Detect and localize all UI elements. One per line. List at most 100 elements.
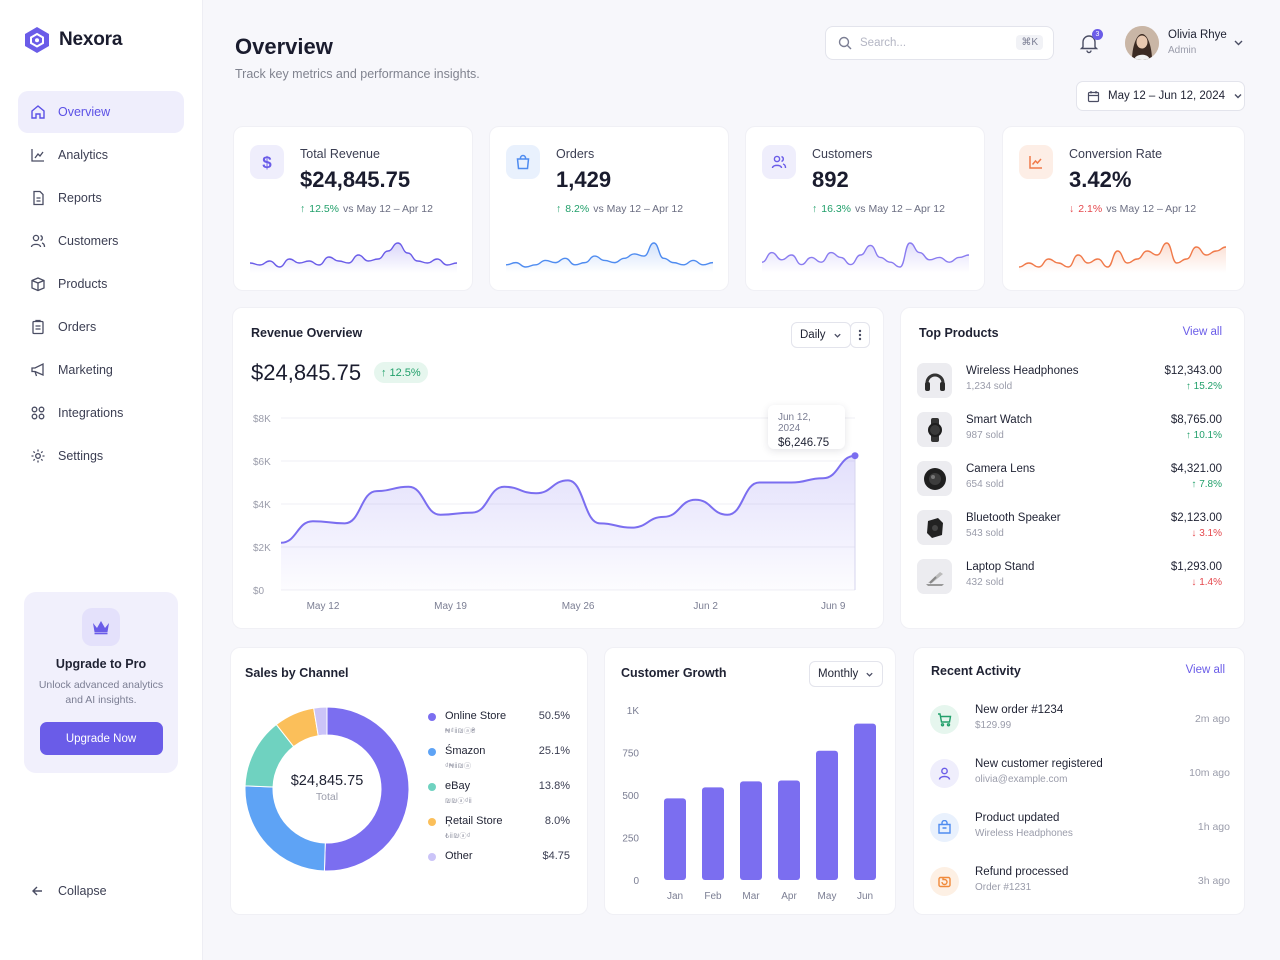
- collapse-sidebar-button[interactable]: Collapse: [30, 884, 107, 898]
- upgrade-now-button[interactable]: Upgrade Now: [39, 722, 163, 755]
- sidebar-item-integrations[interactable]: Integrations: [18, 392, 184, 434]
- y-tick-label: $2K: [253, 543, 271, 554]
- brand-logo[interactable]: Nexora: [24, 26, 122, 54]
- list-item[interactable]: Smart Watch 987 sold $8,765.00 ↑ 10.1%: [917, 410, 1231, 450]
- list-item[interactable]: New customer registered olivia@example.c…: [930, 755, 1230, 795]
- kpi-value: 892: [812, 167, 849, 192]
- crown-icon: [82, 608, 120, 646]
- kpi-change: 8.2%: [565, 203, 590, 215]
- sidebar-item-marketing[interactable]: Marketing: [18, 349, 184, 391]
- revenue-area-chart[interactable]: $0 $2K $4K $6K $8K May 12 May 19 May 26 Jun 2 Jun…: [233, 398, 883, 618]
- sidebar: Nexora Overview Analytics Reports Custom…: [0, 0, 203, 960]
- kpi-card-customers[interactable]: Customers 892 ↑ 16.3% vs May 12 – Apr 12: [745, 126, 985, 291]
- kpi-delta: ↑ 12.5% vs May 12 – Apr 12: [300, 203, 433, 215]
- user-icon: [930, 759, 959, 788]
- chevron-down-icon[interactable]: [1233, 37, 1244, 48]
- sidebar-item-label: Overview: [58, 105, 111, 119]
- date-range-picker[interactable]: May 12 – Jun 12, 2024: [1076, 81, 1245, 111]
- sidebar-item-settings[interactable]: Settings: [18, 435, 184, 477]
- growth-title: Customer Growth: [621, 666, 727, 680]
- revenue-total: $24,845.75: [251, 360, 362, 385]
- kpi-card-orders[interactable]: Orders 1,429 ↑ 8.2% vs May 12 – Apr 12: [489, 126, 729, 291]
- dollar-icon: $: [250, 145, 284, 179]
- revenue-line: [280, 454, 856, 544]
- kpi-card-revenue[interactable]: $ Total Revenue $24,845.75 ↑ 12.5% vs May …: [233, 126, 473, 291]
- list-item[interactable]: Wireless Headphones 1,234 sold $12,343.0…: [917, 361, 1231, 401]
- product-change-value: 3.1%: [1199, 528, 1222, 539]
- list-item[interactable]: Laptop Stand 432 sold $1,293.00 ↓ 1.4%: [917, 557, 1231, 597]
- x-tick-label: Mar: [742, 891, 760, 902]
- product-amount: $1,293.00: [1170, 561, 1222, 573]
- activity-title-text: New order #1234: [975, 704, 1064, 716]
- home-icon: [31, 105, 45, 119]
- kpi-compare: vs May 12 – Apr 12: [855, 203, 945, 215]
- y-tick-label: 1K: [627, 706, 640, 717]
- view-all-activity-link[interactable]: View all: [1185, 664, 1225, 676]
- avatar[interactable]: [1125, 26, 1159, 60]
- activity-title: Recent Activity: [931, 664, 1021, 678]
- sidebar-item-orders[interactable]: Orders: [18, 306, 184, 348]
- hexagon-logo-icon: [25, 27, 49, 53]
- sidebar-item-label: Products: [58, 277, 108, 291]
- legend-value: 50.5%: [538, 710, 570, 722]
- sales-donut-chart[interactable]: [242, 704, 412, 874]
- period-dropdown[interactable]: Daily: [791, 322, 851, 348]
- arrow-up-icon: ↑: [812, 203, 818, 215]
- bell-icon[interactable]: [1078, 32, 1100, 54]
- search-input[interactable]: [860, 37, 1010, 49]
- view-all-products-link[interactable]: View all: [1182, 326, 1222, 338]
- refund-icon: [930, 867, 959, 896]
- notification-badge: 3: [1092, 29, 1103, 40]
- y-tick-label: 0: [633, 876, 639, 887]
- kpi-card-conversion[interactable]: Conversion Rate 3.42% ↓ 2.1% vs May 12 – A…: [1002, 126, 1245, 291]
- top-products-title: Top Products: [919, 326, 999, 340]
- product-change: ↓ 1.4%: [1191, 577, 1222, 588]
- sidebar-item-label: Marketing: [58, 363, 113, 377]
- more-options-button[interactable]: [850, 322, 870, 348]
- product-amount: $12,343.00: [1164, 365, 1222, 377]
- page-title: Overview: [235, 34, 333, 59]
- list-item[interactable]: Refund processed Order #1231 3h ago: [930, 863, 1230, 903]
- legend-dot: [428, 818, 436, 826]
- kpi-value: 1,429: [556, 167, 612, 192]
- sparkline-line: [762, 242, 969, 268]
- box-icon: [31, 277, 45, 292]
- legend-value: 13.8%: [538, 780, 570, 792]
- activity-subtitle: $129.99: [975, 720, 1012, 731]
- search-shortcut: ⌘K: [1016, 35, 1043, 50]
- product-sold: 654 sold: [966, 479, 1004, 490]
- sidebar-item-products[interactable]: Products: [18, 263, 184, 305]
- sidebar-item-reports[interactable]: Reports: [18, 177, 184, 219]
- legend-sublabel: ₺ⅱ₪ⓐ₫: [445, 833, 471, 840]
- bar-chart-icon: [31, 149, 44, 162]
- kpi-compare: vs May 12 – Apr 12: [593, 203, 684, 215]
- sidebar-item-customers[interactable]: Customers: [18, 220, 184, 262]
- sparkline-area: [250, 243, 457, 273]
- search-box[interactable]: ⌘K: [825, 26, 1054, 60]
- y-tick-label: $4K: [253, 500, 271, 511]
- page-subtitle: Track key metrics and performance insigh…: [235, 67, 480, 81]
- growth-period-dropdown[interactable]: Monthly: [809, 661, 884, 687]
- y-tick-label: $0: [253, 586, 265, 597]
- grid-icon: [31, 406, 45, 420]
- activity-time: 10m ago: [1189, 767, 1230, 779]
- brand-name: Nexora: [59, 29, 123, 50]
- collapse-label: Collapse: [58, 884, 107, 898]
- sidebar-item-overview[interactable]: Overview: [18, 91, 184, 133]
- sidebar-item-analytics[interactable]: Analytics: [18, 134, 184, 176]
- legend-dot: [428, 748, 436, 756]
- product-name: Camera Lens: [966, 463, 1036, 475]
- growth-bar-chart[interactable]: 0 250 500 750 1K Jan Feb Mar Apr May Jun: [605, 698, 895, 908]
- recent-activity-card: Recent Activity View all New order #1234…: [913, 647, 1245, 915]
- bag-icon: [506, 145, 540, 179]
- list-item[interactable]: Product updated Wireless Headphones 1h a…: [930, 809, 1230, 849]
- product-change-value: 10.1%: [1193, 430, 1222, 441]
- bar: [702, 787, 724, 880]
- list-item[interactable]: New order #1234 $129.99 2m ago: [930, 701, 1230, 741]
- trend-icon: [1019, 145, 1053, 179]
- user-name: Olivia Rhye: [1168, 29, 1227, 41]
- product-name: Laptop Stand: [966, 561, 1035, 573]
- user-role: Admin: [1168, 45, 1197, 56]
- list-item[interactable]: Bluetooth Speaker 543 sold $2,123.00 ↓ 3…: [917, 508, 1231, 548]
- list-item[interactable]: Camera Lens 654 sold $4,321.00 ↑ 7.8%: [917, 459, 1231, 499]
